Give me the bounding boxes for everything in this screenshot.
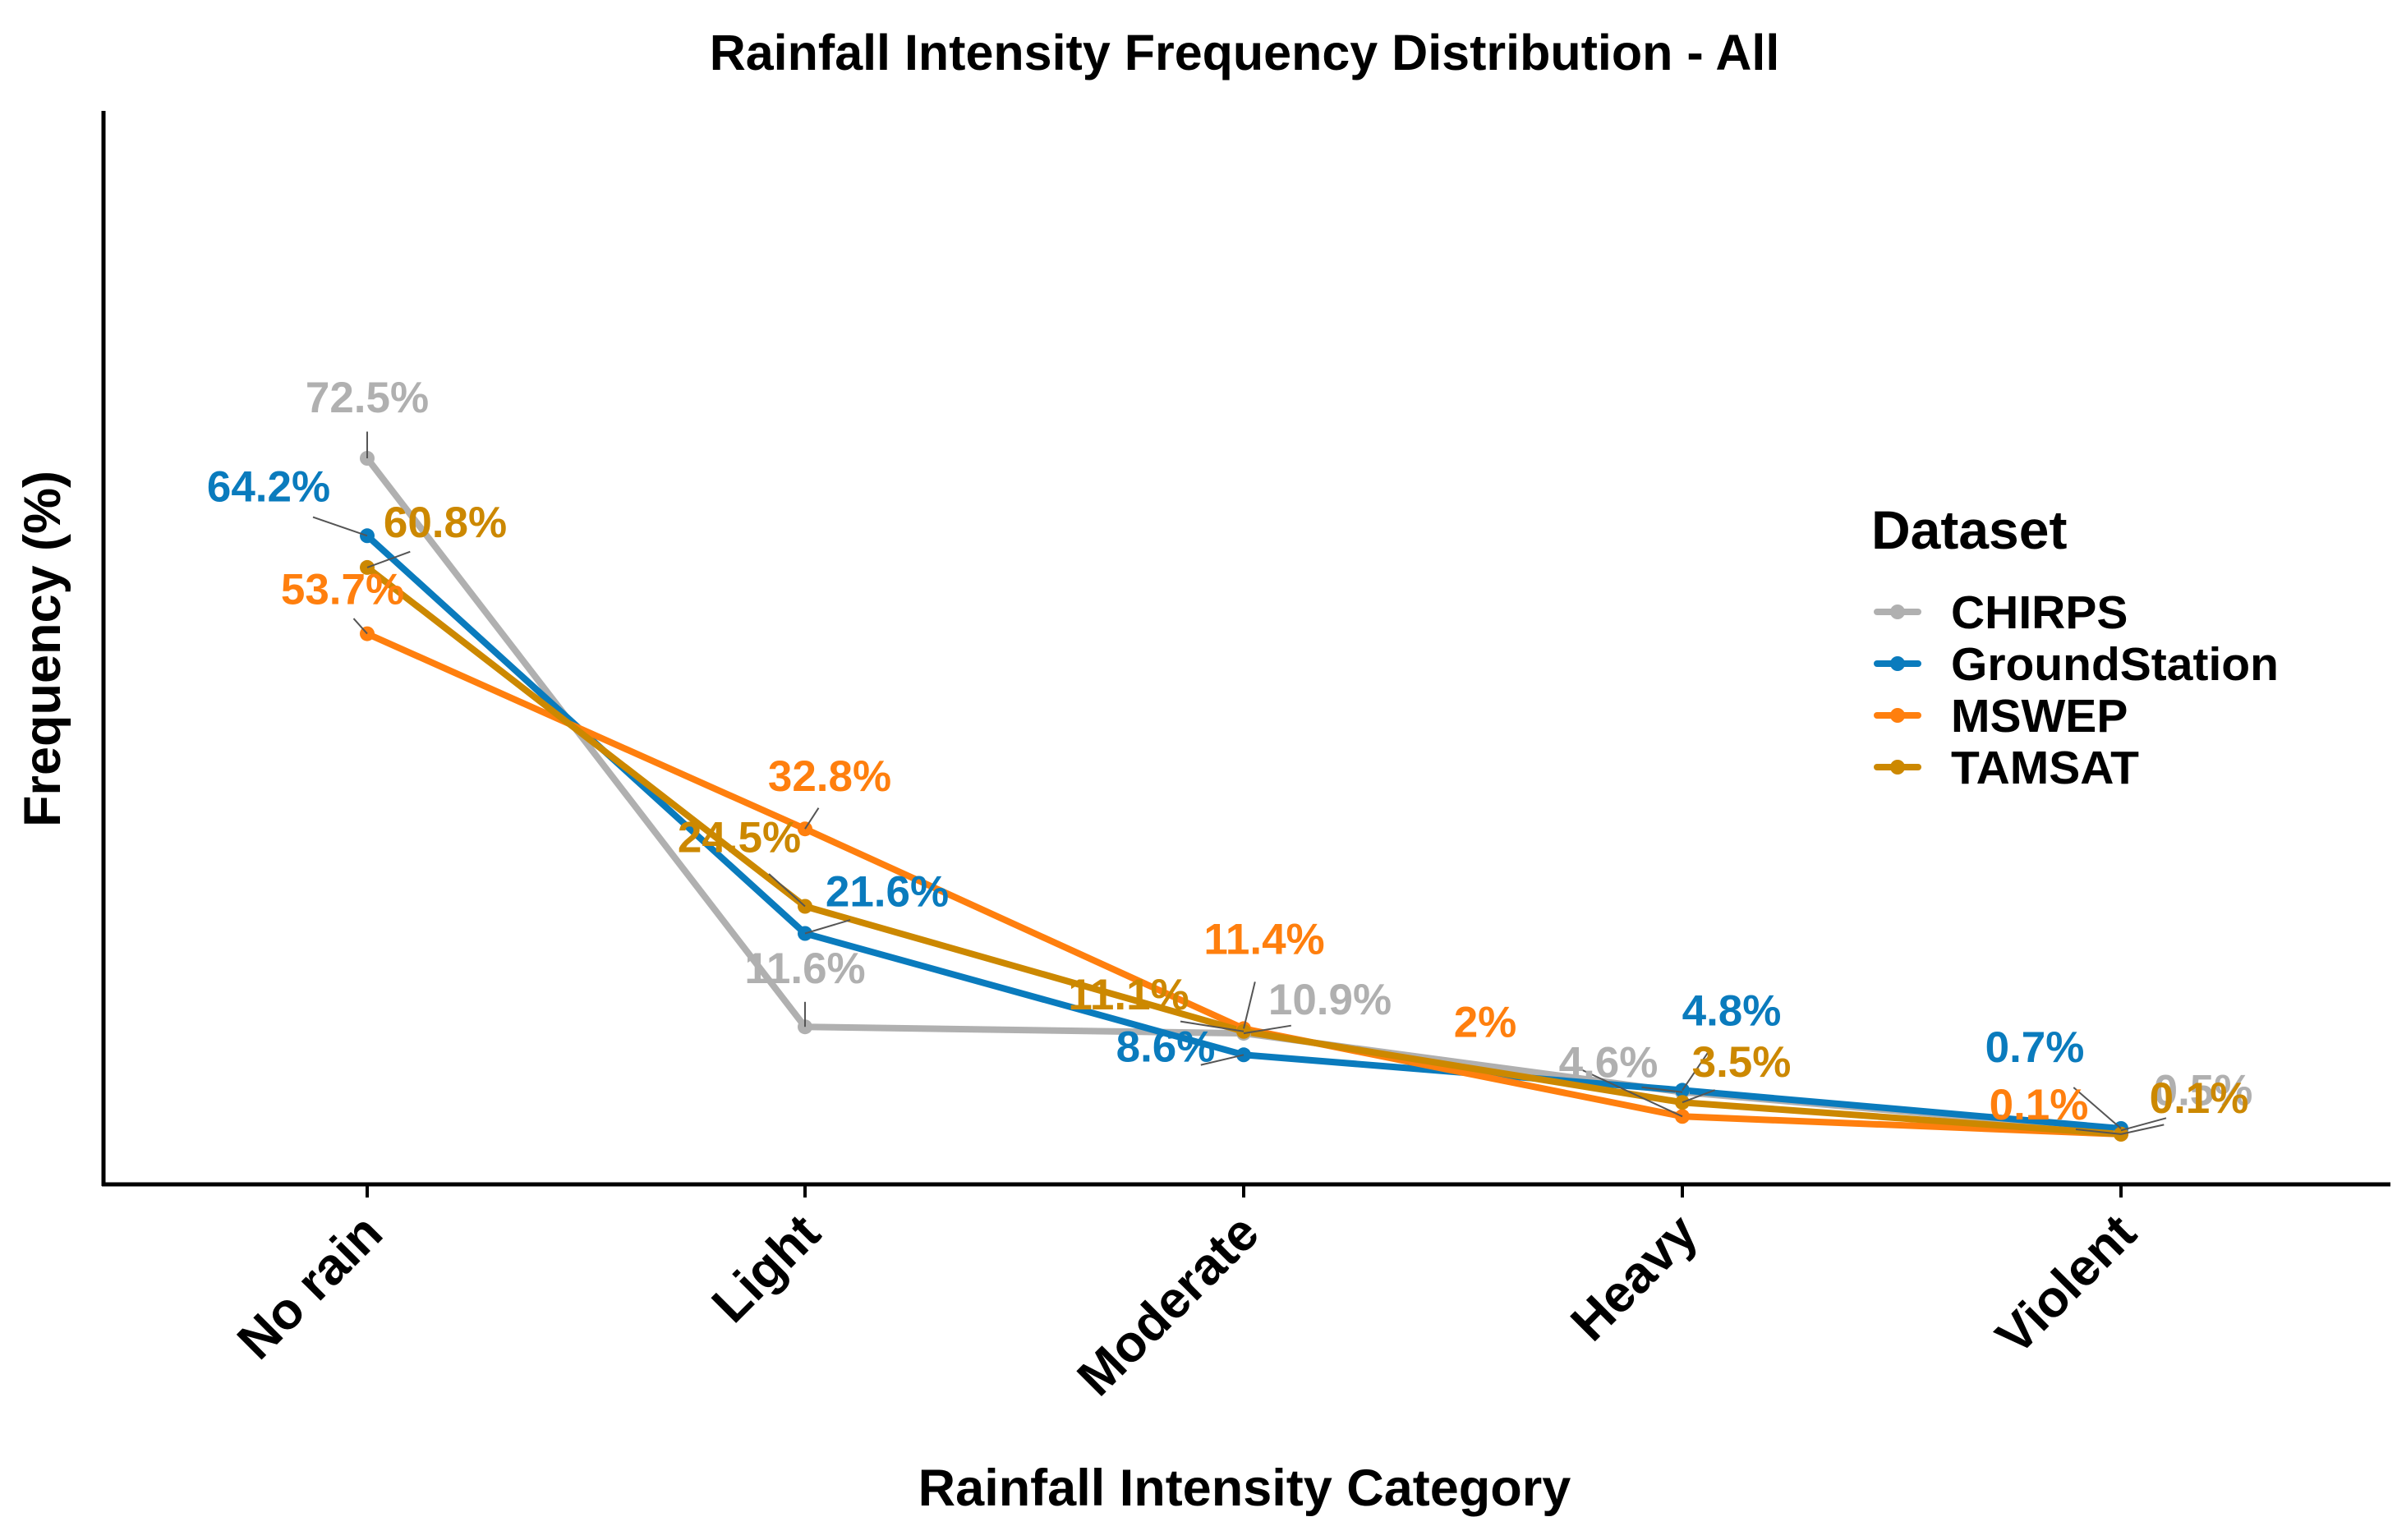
legend-key-tamsat bbox=[1890, 760, 1905, 775]
data-label-tamsat-violent: 0.1% bbox=[2150, 1074, 2249, 1123]
legend-label-tamsat: TAMSAT bbox=[1951, 742, 2139, 794]
leader-mswep-heavy bbox=[1573, 1065, 1683, 1118]
x-axis-title: Rainfall Intensity Category bbox=[918, 1460, 1571, 1517]
data-label-mswep-no-rain: 53.7% bbox=[281, 566, 404, 614]
leader-groundstation-no-rain bbox=[312, 516, 368, 537]
leader-tamsat-no-rain bbox=[366, 550, 411, 568]
legend-key-chirps bbox=[1890, 605, 1905, 619]
x-tick-labels: No rain Light Moderate Heavy Violent bbox=[227, 1186, 2147, 1407]
data-label-tamsat-no-rain: 60.8% bbox=[384, 499, 507, 547]
data-label-groundstation-no-rain: 64.2% bbox=[207, 462, 330, 511]
leader-groundstation-heavy bbox=[1682, 1050, 1710, 1091]
x-tick-label-light: Light bbox=[702, 1203, 831, 1333]
x-tick-label-no-rain: No rain bbox=[227, 1203, 393, 1370]
legend-label-chirps: CHIRPS bbox=[1951, 586, 2128, 639]
data-label-groundstation-violent: 0.7% bbox=[1985, 1023, 2085, 1072]
data-label-mswep-light: 32.8% bbox=[768, 752, 891, 801]
data-label-chirps-light: 11.6% bbox=[744, 945, 865, 993]
leader-mswep-light bbox=[804, 807, 820, 830]
legend-key-groundstation bbox=[1890, 656, 1905, 671]
data-label-groundstation-light: 21.6% bbox=[826, 868, 949, 917]
data-label-mswep-heavy: 2% bbox=[1454, 998, 1517, 1046]
leader-tamsat-heavy bbox=[1682, 1089, 1715, 1104]
data-label-mswep-violent: 0.1% bbox=[1990, 1081, 2089, 1129]
x-tick-label-violent: Violent bbox=[1985, 1203, 2147, 1365]
legend-title: Dataset bbox=[1871, 499, 2067, 560]
leader-groundstation-moderate bbox=[1200, 1054, 1245, 1066]
chart-title: Rainfall Intensity Frequency Distributio… bbox=[710, 25, 1780, 80]
leader-tamsat-moderate bbox=[1180, 1020, 1245, 1032]
leader-chirps-heavy bbox=[1641, 1086, 1683, 1093]
leader-mswep-moderate bbox=[1243, 981, 1256, 1029]
leader-chirps-moderate bbox=[1243, 1024, 1291, 1035]
legend-key-mswep bbox=[1890, 708, 1905, 723]
data-label-chirps-heavy: 4.6% bbox=[1559, 1039, 1659, 1087]
leader-chirps-violent bbox=[2120, 1117, 2167, 1132]
leader-mswep-violent bbox=[2075, 1129, 2122, 1135]
data-label-tamsat-light: 24.5% bbox=[678, 814, 801, 862]
x-tick-label-moderate: Moderate bbox=[1066, 1203, 1270, 1407]
legend-label-groundstation: GroundStation bbox=[1951, 638, 2279, 691]
leader-mswep-no-rain bbox=[352, 618, 368, 635]
leader-groundstation-violent bbox=[2073, 1087, 2122, 1129]
data-label-mswep-moderate: 11.4% bbox=[1203, 915, 1324, 963]
y-axis-title: Frequency (%) bbox=[14, 471, 71, 827]
data-label-tamsat-moderate: 11.1% bbox=[1068, 971, 1189, 1019]
leader-groundstation-light bbox=[804, 919, 851, 935]
point-groundstation-heavy bbox=[1675, 1083, 1690, 1098]
data-label-chirps-no-rain: 72.5% bbox=[306, 374, 429, 422]
data-label-groundstation-heavy: 4.8% bbox=[1682, 986, 1782, 1035]
label-leader-lines bbox=[312, 431, 2167, 1135]
x-tick-label-heavy: Heavy bbox=[1560, 1203, 1709, 1352]
leader-tamsat-light bbox=[768, 873, 806, 908]
axes bbox=[101, 111, 2390, 1187]
legend-label-mswep: MSWEP bbox=[1951, 690, 2128, 742]
data-label-chirps-moderate: 10.9% bbox=[1268, 976, 1392, 1024]
data-label-chirps-violent: 0.5% bbox=[2154, 1066, 2253, 1115]
data-labels: 72.5% 11.6% 10.9% 4.6% 0.5% 64.2% 21.6% 8.6% 4.8… bbox=[207, 374, 2253, 1129]
data-label-tamsat-heavy: 3.5% bbox=[1692, 1038, 1792, 1087]
data-label-groundstation-moderate: 8.6% bbox=[1116, 1023, 1216, 1071]
leader-tamsat-violent bbox=[2120, 1124, 2165, 1135]
